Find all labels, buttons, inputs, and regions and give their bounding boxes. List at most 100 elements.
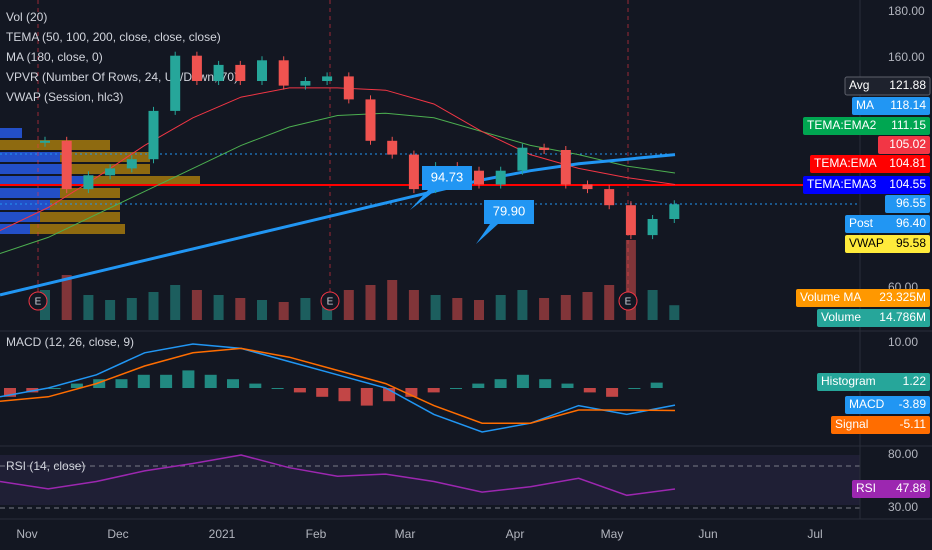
price-tag: Post 96.40 <box>845 215 930 233</box>
histogram-bar <box>70 383 83 388</box>
volume-bar <box>669 305 680 320</box>
histogram-bar <box>48 388 61 389</box>
volume-bar <box>408 290 419 320</box>
histogram-bar <box>204 374 217 388</box>
price-tag: TEMA:EMA 104.81 <box>810 155 930 173</box>
volume-bar <box>604 285 615 320</box>
price-tag: Volume MA 23.325M <box>796 289 930 307</box>
histogram-bar <box>450 388 462 389</box>
candle <box>495 170 506 185</box>
histogram-bar <box>249 383 262 388</box>
tag-value: 121.88 <box>889 78 926 92</box>
tag-value: 47.88 <box>896 481 926 495</box>
earnings-marker <box>618 291 638 311</box>
volume-bar <box>430 295 441 320</box>
histogram-bar <box>494 379 507 388</box>
tag-bg <box>852 480 930 498</box>
tag-bg <box>845 396 930 414</box>
tag-bg <box>796 289 930 307</box>
tag-name: TEMA:EMA <box>814 156 877 170</box>
volume-bar <box>105 300 116 320</box>
rsi-band <box>0 455 860 505</box>
tag-bg <box>885 195 930 213</box>
volume-bar <box>539 298 550 320</box>
tag-value: 111.15 <box>891 118 926 132</box>
candle <box>474 170 484 185</box>
candle <box>539 147 550 150</box>
earnings-marker <box>320 291 340 311</box>
price-axis-label: 160.00 <box>888 50 925 64</box>
tag-value: 23.325M <box>879 290 926 304</box>
candle <box>560 150 571 185</box>
histogram-bar <box>338 388 351 402</box>
histogram-bar <box>316 388 329 397</box>
earnings-label: E <box>327 297 334 308</box>
histogram-bar <box>4 388 16 397</box>
earnings-marker <box>28 291 48 311</box>
histogram-bar <box>472 383 485 388</box>
tag-name: MA <box>856 98 874 112</box>
volume-bar <box>170 285 181 320</box>
candle <box>387 140 398 155</box>
histogram-bar <box>293 388 306 393</box>
macd-axis-label: 10.00 <box>888 335 918 349</box>
volume-bar <box>278 302 289 320</box>
time-axis-label: Jun <box>698 527 717 541</box>
legend-item: VWAP (Session, hlc3) <box>6 90 123 104</box>
time-axis-label: May <box>601 527 624 541</box>
legend-item: TEMA (50, 100, 200, close, close, close) <box>6 30 221 44</box>
volume-bar <box>452 298 463 320</box>
tag-bg <box>817 309 930 327</box>
price-tag: VWAP 95.58 <box>845 235 930 253</box>
tag-value: -3.89 <box>899 397 927 411</box>
callout-bubble <box>410 166 472 210</box>
tag-name: Volume <box>821 310 861 324</box>
histogram-bar <box>182 370 195 388</box>
tag-bg <box>845 235 930 253</box>
volume-bar <box>343 290 354 320</box>
callout-bubble <box>476 200 534 244</box>
candle <box>278 60 289 86</box>
histogram-bar <box>650 382 663 388</box>
volume-bar <box>625 240 636 320</box>
tag-bg <box>817 373 930 391</box>
tag-bg <box>803 176 930 194</box>
tag-bg <box>845 215 930 233</box>
price-tag: MACD -3.89 <box>845 396 930 414</box>
tag-name: Avg <box>849 78 869 92</box>
histogram-bar <box>360 388 373 406</box>
tag-bg <box>852 97 930 115</box>
tag-name: VWAP <box>849 236 884 250</box>
pane-borders <box>0 0 932 520</box>
legend-item: VPVR (Number Of Rows, 24, Up/Down, 70) <box>6 70 238 84</box>
histogram-bar <box>405 388 418 397</box>
macd-line <box>0 343 676 433</box>
earnings-label: E <box>35 297 42 308</box>
candle <box>235 64 246 81</box>
volume-bar <box>560 295 571 320</box>
tag-name: RSI <box>856 481 876 495</box>
macd-legend: MACD (12, 26, close, 9) <box>6 335 134 349</box>
price-axis-label: 180.00 <box>888 4 925 18</box>
price-tag: TEMA:EMA3 104.55 <box>803 176 930 194</box>
volume-bar <box>257 300 267 320</box>
tag-name: TEMA:EMA2 <box>807 118 877 132</box>
volume-bar <box>61 275 72 320</box>
volume-bar <box>191 290 202 320</box>
candle <box>61 140 72 190</box>
tag-value: -5.11 <box>900 417 927 431</box>
histogram-bar <box>628 388 641 389</box>
candle <box>647 219 658 236</box>
time-axis-label: Dec <box>107 527 128 541</box>
candle <box>322 76 333 81</box>
price-tag: Volume 14.786M <box>817 309 930 327</box>
time-axis-label: Nov <box>16 527 37 541</box>
candle <box>669 204 680 219</box>
time-axis-label: Mar <box>395 527 416 541</box>
rsi-axis-label: 30.00 <box>888 500 918 514</box>
volume-bar <box>126 298 137 320</box>
callout-label: 79.90 <box>493 203 526 218</box>
price-tag: TEMA:EMA2 111.15 <box>803 117 930 135</box>
candle <box>365 99 376 141</box>
